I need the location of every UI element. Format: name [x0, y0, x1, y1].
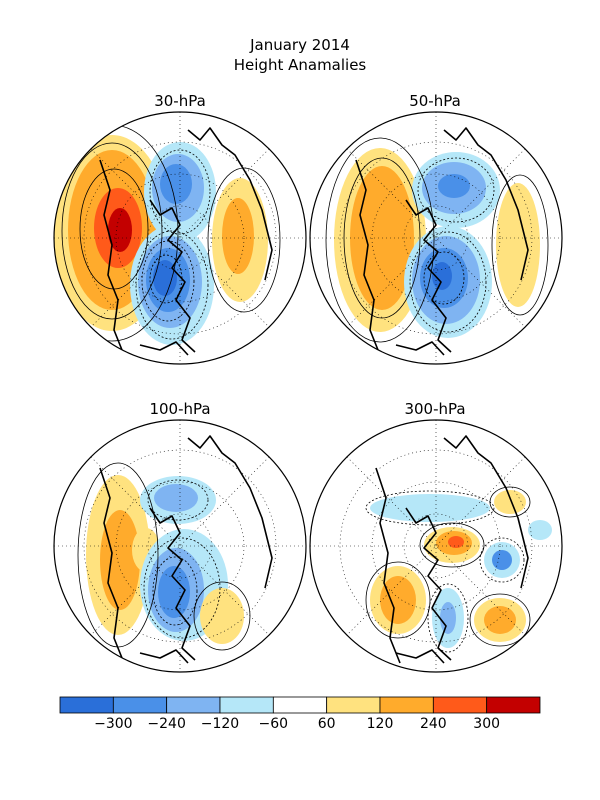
map-panel-300hpa: [309, 419, 563, 673]
coastlines: [99, 127, 273, 356]
anomaly-negative-south: [432, 588, 464, 648]
coastlines: [99, 435, 273, 664]
anomaly-positive-pole: [424, 527, 480, 563]
anomaly-negative-south: [404, 226, 492, 338]
colorbar-swatch: [486, 696, 541, 714]
panel-title-100hpa: 100-hPa: [149, 400, 211, 418]
map-panel-30hpa: [53, 111, 307, 365]
figure-subtitle: Height Anamalies: [233, 56, 367, 74]
coastlines: [375, 435, 529, 664]
colorbar-swatch: [326, 696, 381, 714]
anomaly-negative-north: [412, 152, 500, 228]
colorbar-tick-label: 120: [366, 716, 394, 732]
map-panel-100hpa: [53, 419, 307, 673]
anomaly-positive-west: [370, 566, 426, 634]
colorbar-tick-label: 300: [473, 716, 501, 732]
panel-title-300hpa: 300-hPa: [404, 400, 466, 418]
colorbar-swatch: [272, 696, 328, 714]
anomaly-positive-east: [200, 588, 244, 644]
anomaly-negative-east: [484, 542, 520, 578]
colorbar-swatch: [112, 696, 168, 714]
anomaly-negative-far-east: [528, 520, 552, 540]
anomaly-positive-west: [86, 475, 150, 635]
colorbar-swatch: [432, 696, 488, 714]
colorbar: [59, 696, 541, 714]
anomaly-positive-southeast: [474, 598, 526, 642]
anomaly-negative-south: [130, 225, 214, 345]
colorbar-tick-label: −60: [258, 716, 289, 732]
map-panel-50hpa: [309, 111, 563, 365]
anomaly-positive-northeast: [494, 490, 526, 514]
panel-title-50hpa: 50-hPa: [409, 92, 461, 110]
colorbar-tick-label: −300: [94, 716, 133, 732]
panel-title-30hpa: 30-hPa: [154, 92, 206, 110]
colorbar-swatch: [166, 696, 221, 714]
colorbar-swatch: [219, 696, 274, 714]
anomaly-positive-east: [212, 178, 268, 302]
colorbar-tick-label: −120: [200, 716, 240, 732]
coastlines: [355, 127, 529, 356]
anomaly-negative-north: [140, 476, 216, 524]
colorbar-swatch: [379, 696, 434, 714]
colorbar-tick-label: 60: [317, 716, 336, 732]
anomaly-negative-band-north: [370, 494, 490, 522]
colorbar-swatch: [59, 696, 114, 714]
figure-title: January 2014: [250, 36, 350, 54]
colorbar-tick-label: 240: [419, 716, 447, 732]
anomaly-positive-east: [496, 183, 540, 307]
anomaly-negative-north: [144, 142, 216, 242]
colorbar-tick-label: −240: [147, 716, 186, 732]
